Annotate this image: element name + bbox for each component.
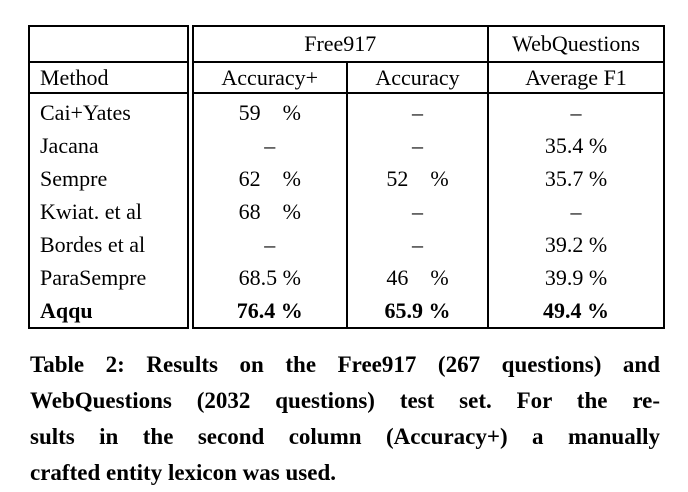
value-number: 46 bbox=[386, 264, 409, 290]
method-cell: Kwiat. et al bbox=[29, 195, 194, 228]
value-unit: % bbox=[430, 165, 449, 191]
caption-line: crafted entity lexicon was used. bbox=[30, 460, 336, 485]
value-unit: % bbox=[588, 231, 608, 257]
value-unit: % bbox=[587, 297, 609, 323]
column-header-accuracy: Accuracy bbox=[346, 62, 488, 94]
value-cell: – bbox=[487, 93, 664, 129]
results-table: Free917 WebQuestions Method Accuracy+ Ac… bbox=[28, 25, 665, 329]
method-cell: Bordes et al bbox=[29, 228, 194, 261]
group-header-webquestions: WebQuestions bbox=[487, 26, 664, 63]
value-unit: % bbox=[282, 165, 301, 191]
value-number: – bbox=[570, 198, 582, 224]
column-header-row: Method Accuracy+ Accuracy Average F1 bbox=[29, 62, 664, 94]
empty-corner-cell bbox=[29, 26, 194, 63]
value-number: – bbox=[412, 132, 423, 158]
value-cell: – bbox=[346, 129, 488, 162]
value-cell: – bbox=[346, 195, 488, 228]
value-number: 35.4 bbox=[544, 132, 584, 158]
caption-line: sults in the second column (Accuracy+) a… bbox=[30, 424, 660, 449]
value-cell: – bbox=[190, 129, 347, 162]
table-row-kwiat-et-al: Kwiat. et al 68% – – bbox=[29, 195, 664, 228]
value-number: 49.4 bbox=[543, 297, 582, 323]
value-number: 62 bbox=[238, 165, 261, 191]
table-row-sempre: Sempre 62% 52% 35.7% bbox=[29, 162, 664, 195]
value-number: 35.7 bbox=[544, 165, 584, 191]
value-cell: 76.4% bbox=[190, 294, 347, 328]
value-unit: % bbox=[282, 198, 301, 224]
table-row-cai-yates: Cai+Yates 59% – – bbox=[29, 93, 664, 129]
method-cell: Aqqu bbox=[29, 294, 194, 328]
value-cell: 39.9% bbox=[487, 261, 664, 294]
value-unit: % bbox=[588, 165, 608, 191]
header-group-row: Free917 WebQuestions bbox=[29, 26, 664, 63]
value-cell: 46% bbox=[346, 261, 488, 294]
value-cell: – bbox=[346, 228, 488, 261]
group-header-free917: Free917 bbox=[190, 26, 488, 63]
value-cell: – bbox=[190, 228, 347, 261]
table-row-jacana: Jacana – – 35.4% bbox=[29, 129, 664, 162]
value-number: 65.9 bbox=[384, 297, 424, 323]
caption-line: Table 2: Results on the Free917 (267 que… bbox=[30, 352, 660, 377]
value-cell: 39.2% bbox=[487, 228, 664, 261]
table-row-parasempre: ParaSempre 68.5% 46% 39.9% bbox=[29, 261, 664, 294]
value-cell: 35.4% bbox=[487, 129, 664, 162]
value-unit: % bbox=[282, 264, 301, 290]
value-cell: 35.7% bbox=[487, 162, 664, 195]
value-cell: – bbox=[346, 93, 488, 129]
value-cell: 68% bbox=[190, 195, 347, 228]
method-cell: Sempre bbox=[29, 162, 194, 195]
value-cell: 65.9% bbox=[346, 294, 488, 328]
value-unit: % bbox=[280, 297, 303, 323]
value-cell: 68.5% bbox=[190, 261, 347, 294]
value-unit: % bbox=[282, 99, 301, 125]
value-number: – bbox=[412, 231, 423, 257]
caption-line: WebQuestions (2032 questions) test set. … bbox=[30, 388, 660, 413]
value-number: – bbox=[264, 132, 276, 158]
value-number: – bbox=[412, 198, 423, 224]
value-number: 68.5 bbox=[238, 264, 278, 290]
value-unit: % bbox=[428, 297, 451, 323]
value-unit: % bbox=[588, 264, 608, 290]
value-cell: 59% bbox=[190, 93, 347, 129]
value-cell: – bbox=[487, 195, 664, 228]
column-header-accuracy-plus: Accuracy+ bbox=[190, 62, 347, 94]
column-header-method: Method bbox=[29, 62, 194, 94]
value-number: – bbox=[264, 231, 276, 257]
value-cell: 52% bbox=[346, 162, 488, 195]
column-header-average-f1: Average F1 bbox=[487, 62, 664, 94]
value-number: 52 bbox=[386, 165, 409, 191]
table-row-aqqu: Aqqu 76.4% 65.9% 49.4% bbox=[29, 294, 664, 328]
method-cell: Cai+Yates bbox=[29, 93, 194, 129]
value-number: 68 bbox=[238, 198, 261, 224]
value-cell: 49.4% bbox=[487, 294, 664, 328]
value-number: 39.9 bbox=[544, 264, 584, 290]
value-unit: % bbox=[588, 132, 608, 158]
results-table-wrap: Free917 WebQuestions Method Accuracy+ Ac… bbox=[28, 25, 665, 329]
value-cell: 62% bbox=[190, 162, 347, 195]
value-unit: % bbox=[430, 264, 449, 290]
table-caption: Table 2: Results on the Free917 (267 que… bbox=[30, 347, 660, 491]
value-number: 59 bbox=[238, 99, 261, 125]
table-row-bordes-et-al: Bordes et al – – 39.2% bbox=[29, 228, 664, 261]
value-number: – bbox=[570, 99, 582, 125]
value-number: 76.4 bbox=[236, 297, 276, 323]
method-cell: ParaSempre bbox=[29, 261, 194, 294]
method-cell: Jacana bbox=[29, 129, 194, 162]
value-number: 39.2 bbox=[544, 231, 584, 257]
value-number: – bbox=[412, 99, 423, 125]
